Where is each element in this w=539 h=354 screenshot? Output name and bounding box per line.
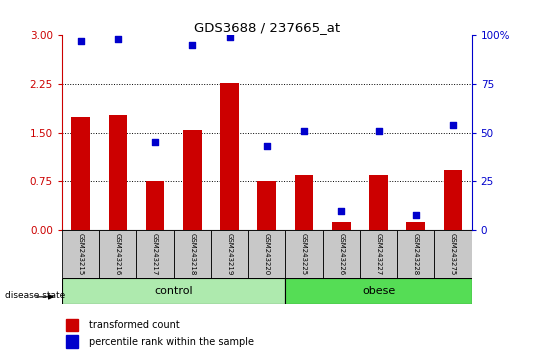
Point: [225, 34, 234, 40]
Text: disease state: disease state: [5, 291, 66, 300]
Bar: [444, 170, 462, 230]
Text: control: control: [154, 286, 193, 296]
Point: [77, 38, 85, 44]
FancyBboxPatch shape: [434, 230, 472, 278]
Text: GSM243227: GSM243227: [376, 233, 382, 275]
Point: [300, 128, 308, 133]
Bar: [66, 319, 78, 331]
FancyBboxPatch shape: [174, 230, 211, 278]
Bar: [369, 175, 388, 230]
Point: [114, 36, 122, 42]
Text: GSM243228: GSM243228: [413, 233, 419, 275]
FancyBboxPatch shape: [397, 230, 434, 278]
Bar: [406, 222, 425, 230]
Bar: [146, 181, 164, 230]
Text: GSM243217: GSM243217: [152, 233, 158, 275]
Text: transformed count: transformed count: [88, 320, 179, 330]
FancyBboxPatch shape: [136, 230, 174, 278]
Bar: [183, 130, 202, 230]
Point: [262, 144, 271, 149]
Text: GSM243275: GSM243275: [450, 233, 456, 275]
FancyBboxPatch shape: [62, 278, 286, 304]
Point: [188, 42, 197, 48]
Point: [151, 140, 160, 145]
Text: GSM243216: GSM243216: [115, 233, 121, 275]
Text: GSM243218: GSM243218: [189, 233, 195, 275]
Text: GSM243225: GSM243225: [301, 233, 307, 275]
Text: GSM243219: GSM243219: [226, 233, 232, 275]
FancyBboxPatch shape: [211, 230, 248, 278]
FancyBboxPatch shape: [286, 230, 323, 278]
Bar: [258, 181, 276, 230]
FancyBboxPatch shape: [323, 230, 360, 278]
Bar: [332, 222, 350, 230]
Title: GDS3688 / 237665_at: GDS3688 / 237665_at: [194, 21, 340, 34]
Point: [411, 212, 420, 217]
Bar: [71, 116, 90, 230]
FancyBboxPatch shape: [360, 230, 397, 278]
Point: [374, 128, 383, 133]
Text: obese: obese: [362, 286, 395, 296]
Bar: [220, 83, 239, 230]
Text: GSM243220: GSM243220: [264, 233, 270, 275]
FancyBboxPatch shape: [286, 278, 472, 304]
Bar: [295, 175, 313, 230]
FancyBboxPatch shape: [248, 230, 286, 278]
Point: [337, 208, 345, 213]
Text: GSM243215: GSM243215: [78, 233, 84, 275]
Text: GSM243226: GSM243226: [338, 233, 344, 275]
Text: percentile rank within the sample: percentile rank within the sample: [88, 337, 254, 347]
FancyBboxPatch shape: [62, 230, 99, 278]
Bar: [66, 335, 78, 348]
Bar: [108, 115, 127, 230]
FancyBboxPatch shape: [99, 230, 136, 278]
Point: [448, 122, 457, 128]
